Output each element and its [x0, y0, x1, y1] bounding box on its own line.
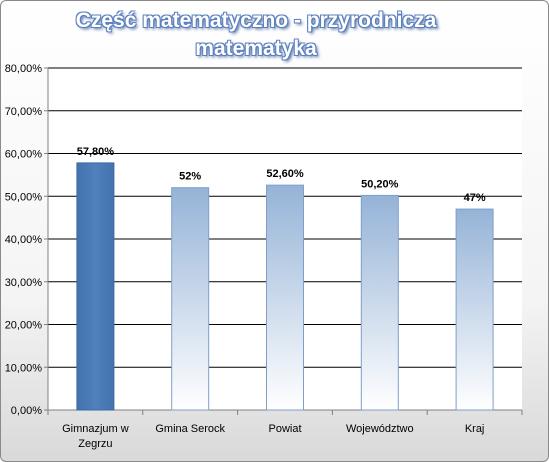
data-label: 50,20%	[361, 178, 399, 190]
chart-title: Część matematyczno - przyrodnicza matema…	[41, 7, 471, 63]
data-label: 47%	[464, 192, 486, 204]
y-tick-label: 60,00%	[5, 149, 43, 161]
category-label: Województwo	[346, 423, 414, 435]
category-label: Gmina Serock	[155, 423, 225, 435]
bar	[455, 208, 494, 411]
y-tick-label: 40,00%	[5, 234, 43, 246]
category-label: Gimnazjum w	[62, 423, 129, 435]
y-tick-label: 10,00%	[5, 362, 43, 374]
y-tick-label: 80,00%	[5, 63, 43, 75]
data-label: 52%	[179, 171, 201, 183]
bar	[266, 184, 304, 411]
y-tick-label: 50,00%	[5, 191, 43, 203]
category-label: Kraj	[465, 423, 485, 435]
y-tick-label: 20,00%	[5, 320, 43, 332]
category-label: Powiat	[268, 423, 301, 435]
bar	[171, 187, 210, 411]
category-label: Zegrzu	[78, 438, 112, 450]
y-tick-label: 0,00%	[11, 405, 42, 417]
bar	[76, 162, 115, 411]
chart-title-line-1: Część matematyczno - przyrodnicza	[75, 9, 437, 32]
y-tick-label: 30,00%	[5, 277, 43, 289]
data-label: 52,60%	[266, 168, 304, 180]
chart-title-line-2: matematyka	[195, 37, 317, 60]
y-tick-label: 70,00%	[5, 106, 43, 118]
bar	[360, 194, 399, 411]
data-label: 57,80%	[77, 146, 115, 158]
